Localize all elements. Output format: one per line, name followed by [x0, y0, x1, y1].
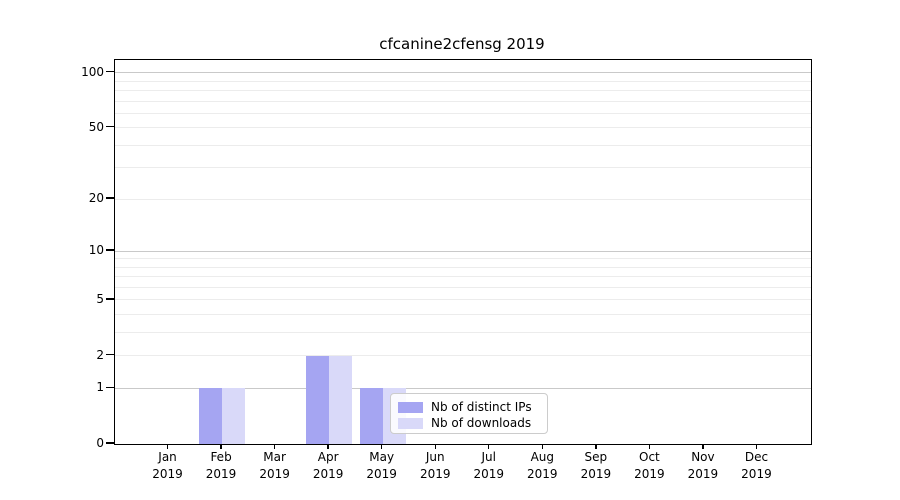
ytick-mark-0 [106, 442, 114, 444]
xtick-label-11: Dec 2019 [741, 450, 772, 481]
gridline-y-60 [115, 112, 811, 114]
xtick-label-10: Nov 2019 [687, 450, 719, 481]
xtick-label-1: Feb 2019 [205, 450, 237, 481]
ytick-mark-5 [106, 298, 114, 300]
xtick-label-5: Jun 2019 [419, 450, 451, 481]
gridline-y-70 [115, 100, 811, 102]
xtick-label-9: Oct 2019 [634, 450, 665, 481]
xtick-mark-4 [380, 444, 383, 449]
legend-label-distinct-ips: Nb of distinct IPs [431, 399, 532, 414]
plot-area: Nb of distinct IPs Nb of downloads [114, 59, 812, 445]
ytick-mark-100 [106, 71, 114, 73]
gridline-y-40 [115, 144, 811, 146]
legend-swatch-distinct-ips [398, 401, 423, 413]
xtick-mark-7 [541, 444, 543, 449]
xtick-mark-9 [648, 444, 651, 449]
bar-distinct-ips-1 [199, 388, 223, 444]
ytick-label-5: 5 [96, 291, 104, 306]
gridline-y-7 [115, 276, 811, 278]
gridline-y-9 [115, 258, 811, 260]
xtick-mark-3 [327, 444, 329, 449]
ytick-label-2: 2 [96, 347, 104, 362]
bar-distinct-ips-3 [306, 355, 330, 444]
ytick-mark-1 [106, 386, 114, 388]
legend-row-downloads: Nb of downloads [398, 415, 547, 431]
legend-row-distinct-ips: Nb of distinct IPs [398, 399, 547, 415]
xtick-mark-2 [273, 444, 276, 449]
ytick-mark-50 [106, 126, 114, 128]
gridline-y-8 [115, 266, 811, 268]
ytick-label-50: 50 [88, 119, 104, 134]
xtick-label-3: Apr 2019 [312, 450, 344, 481]
legend-swatch-downloads [398, 417, 423, 429]
ytick-label-100: 100 [81, 64, 104, 79]
xtick-mark-1 [220, 444, 222, 449]
xtick-mark-11 [755, 444, 758, 449]
xtick-label-7: Aug 2019 [527, 450, 558, 481]
bar-downloads-3 [329, 355, 353, 444]
xtick-label-0: Jan 2019 [152, 450, 183, 481]
gridline-y-6 [115, 287, 811, 288]
ytick-label-0: 0 [96, 436, 104, 450]
gridline-y-1 [115, 387, 811, 389]
gridline-y-20 [115, 198, 811, 200]
gridline-y-2 [115, 355, 811, 357]
gridline-y-4 [115, 314, 811, 316]
xtick-mark-10 [702, 444, 704, 449]
legend-label-downloads: Nb of downloads [431, 415, 532, 430]
gridline-y-50 [115, 127, 811, 129]
ytick-mark-20 [106, 197, 114, 199]
gridline-y-90 [115, 80, 811, 82]
xtick-mark-8 [595, 444, 597, 449]
xtick-mark-0 [166, 444, 169, 449]
ytick-label-20: 20 [88, 191, 104, 206]
bar-distinct-ips-4 [359, 388, 383, 444]
gridline-y-3 [115, 332, 811, 333]
xtick-label-2: Mar 2019 [259, 450, 290, 481]
ytick-label-1: 1 [96, 380, 104, 395]
ytick-label-10: 10 [88, 243, 104, 258]
bar-downloads-1 [222, 388, 246, 444]
xtick-mark-6 [488, 444, 490, 449]
legend: Nb of distinct IPs Nb of downloads [390, 393, 548, 434]
chart-title: cfcanine2cfensg 2019 [379, 35, 545, 53]
gridline-y-100 [115, 72, 811, 74]
xtick-label-8: Sep 2019 [580, 450, 612, 481]
gridline-y-10 [115, 250, 811, 252]
xtick-label-6: Jul 2019 [473, 450, 505, 481]
xtick-label-4: May 2019 [366, 450, 397, 481]
gridline-y-80 [115, 90, 811, 92]
gridline-y-30 [115, 167, 811, 169]
gridline-y-5 [115, 299, 811, 301]
ytick-mark-2 [106, 353, 114, 356]
xtick-mark-5 [434, 444, 436, 449]
ytick-mark-10 [106, 249, 114, 251]
